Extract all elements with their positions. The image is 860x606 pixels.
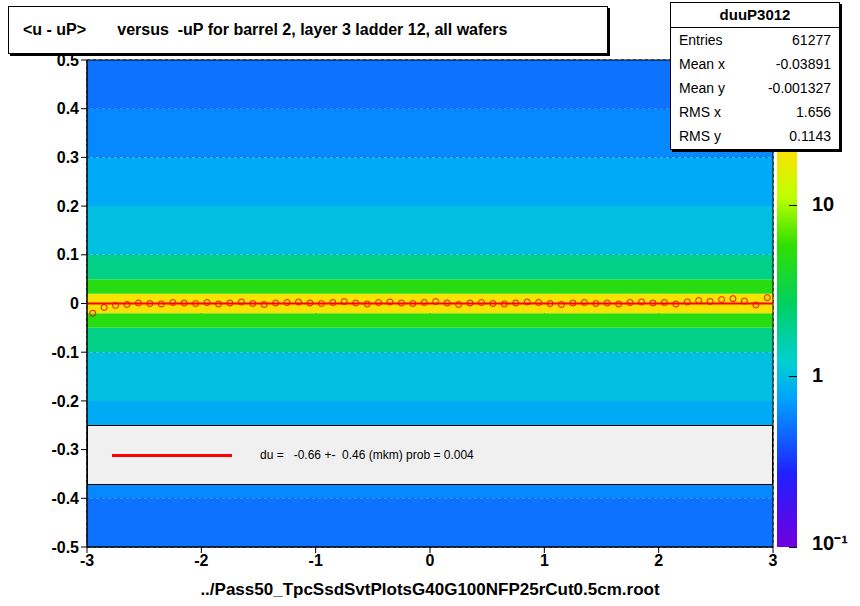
svg-text:-0.4: -0.4 <box>51 490 79 507</box>
svg-text:0.5: 0.5 <box>57 52 79 69</box>
svg-text:-0.5: -0.5 <box>51 539 79 556</box>
html-text:../Pass50_TpcSsdSvtPlotsG40G10: ../Pass50_TpcSsdSvtPlotsG40G100NFP25rCut… <box>200 580 660 599</box>
svg-text:-0.1: -0.1 <box>51 344 79 361</box>
svg-text:0: 0 <box>426 552 435 569</box>
svg-text:-0.2: -0.2 <box>51 393 79 410</box>
svg-text:-3: -3 <box>80 552 94 569</box>
svg-text:2: 2 <box>654 552 663 569</box>
svg-text:0: 0 <box>70 295 79 312</box>
html-text:1: 1 <box>812 363 824 386</box>
html-text:Mean x: Mean x <box>679 56 725 72</box>
html-text:61277: 61277 <box>792 32 831 48</box>
html-text:du = -0.66 +- 0.46 (mkm) prob: du = -0.66 +- 0.46 (mkm) prob = 0.004 <box>260 448 474 462</box>
html-text:<u - uP> versus -uP for barrel: <u - uP> versus -uP for barrel 2, layer … <box>23 21 508 38</box>
svg-text:0.2: 0.2 <box>57 198 79 215</box>
svg-text:3: 3 <box>769 552 778 569</box>
svg-text:-2: -2 <box>194 552 208 569</box>
svg-text:1: 1 <box>540 552 549 569</box>
svg-text:0.1: 0.1 <box>57 246 79 263</box>
svg-text:0.3: 0.3 <box>57 149 79 166</box>
html-text:10: 10 <box>812 192 835 215</box>
html-text:RMS y: RMS y <box>679 128 721 144</box>
html-text:-0.001327: -0.001327 <box>767 80 831 96</box>
svg-text:-1: -1 <box>309 552 323 569</box>
svg-text:0.4: 0.4 <box>57 100 79 117</box>
html-text:RMS x: RMS x <box>679 104 721 120</box>
svg-text:-0.3: -0.3 <box>51 441 79 458</box>
html-text:duuP3012: duuP3012 <box>719 6 791 23</box>
html-text:Entries: Entries <box>679 32 723 48</box>
html-text:Mean y: Mean y <box>679 80 725 96</box>
html-text:1.656: 1.656 <box>796 104 831 120</box>
html-text:0.1143: 0.1143 <box>789 128 831 144</box>
html-text:10⁻¹: 10⁻¹ <box>812 532 848 554</box>
html-text:-0.03891: -0.03891 <box>775 56 831 72</box>
